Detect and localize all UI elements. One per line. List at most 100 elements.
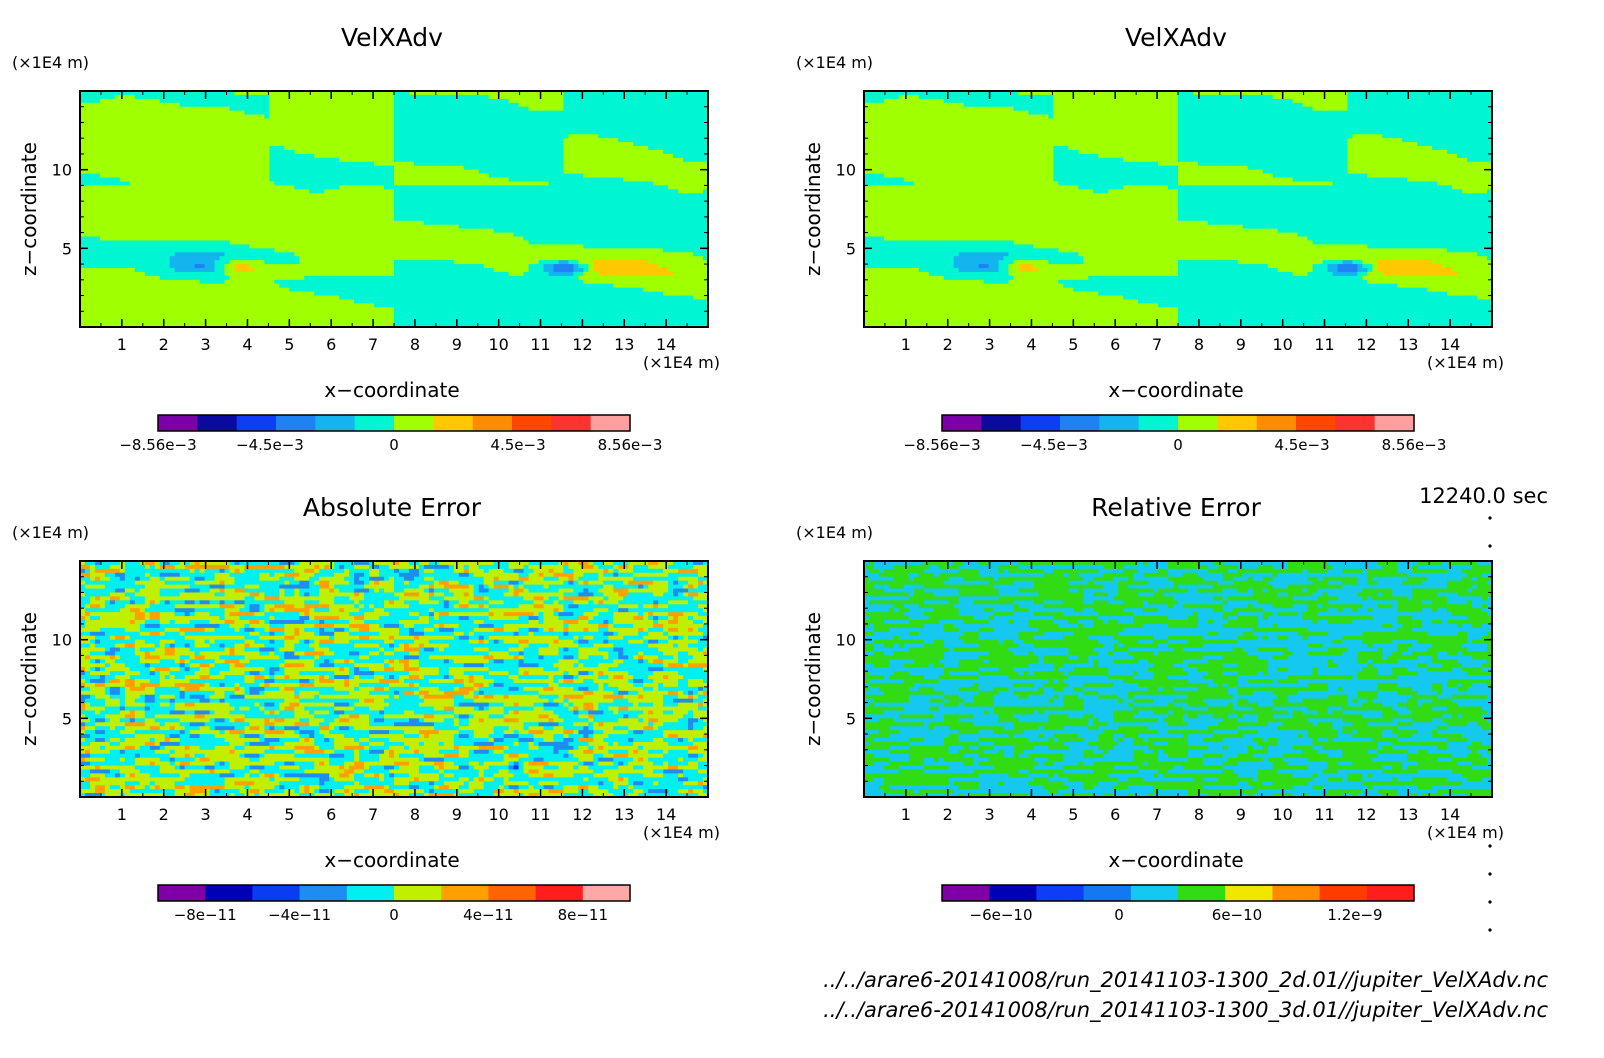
heatmap-cell [274,260,280,265]
heatmap-cell [159,295,166,301]
heatmap-cell [94,275,101,281]
heatmap-cell [174,240,181,245]
heatmap-cell [104,303,111,308]
heatmap-cell [209,287,216,293]
heatmap-cell [384,287,390,293]
heatmap-cell [254,212,261,218]
heatmap-cell [329,319,335,324]
heatmap-cell [284,197,290,202]
heatmap-cell [239,185,246,190]
heatmap-cell [339,240,345,245]
heatmap-cell [219,283,226,289]
heatmap-cell [359,264,365,269]
heatmap-cell [359,271,365,277]
heatmap-cell [324,264,330,269]
heatmap-cell [114,287,121,293]
heatmap-cell [428,256,435,261]
heatmap-cell [124,248,131,253]
heatmap-cell [324,110,330,116]
heatmap-cell [349,264,355,269]
heatmap-cell [239,98,246,104]
heatmap-cell [394,177,400,183]
heatmap-cell [94,161,101,167]
heatmap-cell [254,268,261,273]
heatmap-cell [254,98,261,104]
heatmap-cell [114,150,121,155]
heatmap-cell [369,248,375,253]
heatmap-cell [294,197,300,202]
heatmap-cell [134,177,141,183]
heatmap-cell [428,189,435,194]
heatmap-cell [244,212,251,218]
heatmap-cell [473,299,480,304]
heatmap-cell [144,315,151,320]
heatmap-cell [229,260,236,265]
heatmap-cell [473,110,480,116]
heatmap-cell [149,142,156,147]
heatmap-cell [453,102,460,108]
heatmap-cell [468,173,475,179]
heatmap-cell [364,98,370,104]
heatmap-cell [398,303,405,308]
heatmap-cell [80,134,86,139]
heatmap-cell [379,212,385,218]
heatmap-cell [364,114,370,120]
heatmap-cell [304,307,310,312]
heatmap-cell [379,153,385,159]
heatmap-cell [224,114,231,120]
heatmap-cell [433,232,440,238]
heatmap-cell [478,268,485,273]
heatmap-cell [264,94,270,100]
heatmap-cell [304,232,310,238]
heatmap-cell [239,256,246,261]
heatmap-cell [114,185,121,190]
heatmap-cell [309,256,315,261]
heatmap-cell [349,161,355,167]
heatmap-cell [209,142,216,147]
heatmap-cell [184,323,191,328]
heatmap-cell [249,315,256,320]
heatmap-cell [398,228,405,234]
heatmap-cell [473,311,480,316]
heatmap-cell [359,181,365,186]
heatmap-cell [164,323,171,328]
heatmap-cell [134,197,141,202]
heatmap-cell [269,102,275,108]
heatmap-cell [453,114,460,120]
heatmap-cell [463,193,470,198]
heatmap-cell [89,138,96,143]
heatmap-cell [109,94,116,100]
heatmap-cell [329,303,335,308]
heatmap-cell [279,307,285,312]
heatmap-cell [408,279,415,285]
heatmap-cell [249,295,256,301]
heatmap-cell [433,307,440,312]
heatmap-cell [279,252,285,257]
heatmap-cell [264,201,270,206]
heatmap-cell [344,169,350,175]
heatmap-cell [384,185,390,190]
heatmap-cell [209,134,216,139]
heatmap-cell [478,279,485,285]
heatmap-cell [334,146,340,151]
heatmap-cell [463,216,470,222]
heatmap-cell [354,118,360,124]
heatmap-cell [80,279,86,285]
heatmap-cell [109,256,116,261]
heatmap-cell [413,295,420,301]
heatmap-cell [334,165,340,171]
heatmap-cell [384,173,390,179]
heatmap-cell [428,244,435,249]
heatmap-cell [433,114,440,120]
heatmap-cell [149,118,156,124]
heatmap-cell [324,315,330,320]
heatmap-cell [359,126,365,131]
heatmap-cell [174,165,181,171]
heatmap-cell [104,315,111,320]
heatmap-cell [204,197,211,202]
heatmap-cell [94,126,101,131]
heatmap-cell [394,193,400,198]
heatmap-cell [229,291,236,297]
heatmap-cell [413,319,420,324]
heatmap-cell [403,212,410,218]
